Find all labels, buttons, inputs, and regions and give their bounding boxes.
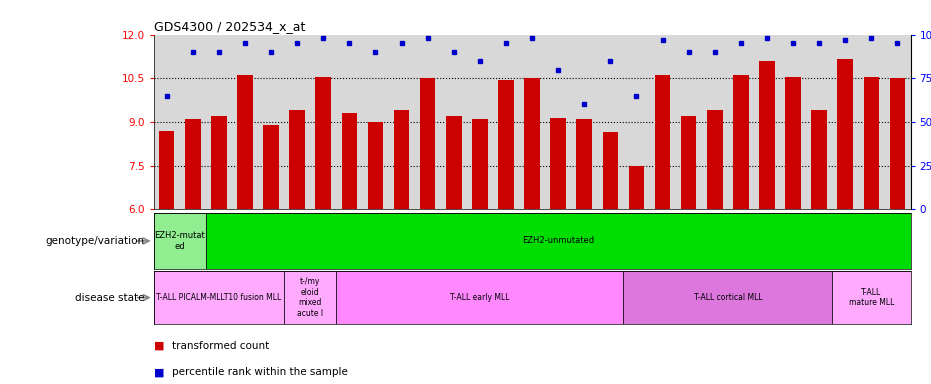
Bar bbox=[780, 35, 806, 209]
Text: disease state: disease state bbox=[74, 293, 144, 303]
Bar bbox=[232, 35, 258, 209]
Bar bbox=[707, 110, 722, 209]
Bar bbox=[650, 35, 676, 209]
Bar bbox=[572, 35, 598, 209]
Bar bbox=[681, 116, 696, 209]
Text: T-ALL cortical MLL: T-ALL cortical MLL bbox=[694, 293, 762, 302]
Bar bbox=[446, 116, 462, 209]
Bar bbox=[316, 77, 331, 209]
Bar bbox=[702, 35, 728, 209]
Bar bbox=[310, 35, 336, 209]
Bar bbox=[811, 110, 827, 209]
Bar bbox=[258, 35, 284, 209]
Bar bbox=[466, 35, 492, 209]
Bar bbox=[154, 35, 180, 209]
Bar bbox=[832, 35, 858, 209]
Text: T-ALL PICALM-MLLT10 fusion MLL: T-ALL PICALM-MLLT10 fusion MLL bbox=[156, 293, 281, 302]
Text: GDS4300 / 202534_x_at: GDS4300 / 202534_x_at bbox=[154, 20, 305, 33]
Bar bbox=[759, 61, 775, 209]
Bar bbox=[159, 131, 174, 209]
Bar bbox=[237, 75, 253, 209]
Bar bbox=[284, 271, 336, 324]
Bar bbox=[440, 35, 466, 209]
Text: T-ALL early MLL: T-ALL early MLL bbox=[450, 293, 509, 302]
Bar bbox=[211, 116, 226, 209]
Bar bbox=[838, 59, 853, 209]
Bar bbox=[676, 35, 702, 209]
Bar bbox=[263, 125, 279, 209]
Text: transformed count: transformed count bbox=[172, 341, 269, 351]
Bar bbox=[524, 78, 540, 209]
Bar bbox=[336, 271, 624, 324]
Text: EZH2-mutat
ed: EZH2-mutat ed bbox=[155, 231, 205, 251]
Text: T-ALL
mature MLL: T-ALL mature MLL bbox=[849, 288, 894, 307]
Bar bbox=[550, 118, 566, 209]
Bar bbox=[576, 119, 592, 209]
Bar bbox=[185, 119, 200, 209]
Bar bbox=[884, 35, 911, 209]
Bar bbox=[519, 35, 546, 209]
Bar bbox=[290, 110, 305, 209]
Bar bbox=[728, 35, 754, 209]
Bar bbox=[154, 271, 284, 324]
Bar bbox=[624, 271, 832, 324]
Text: ■: ■ bbox=[154, 341, 168, 351]
Bar bbox=[492, 35, 519, 209]
Bar bbox=[733, 75, 749, 209]
Text: ■: ■ bbox=[154, 367, 168, 377]
Bar bbox=[546, 35, 572, 209]
Bar bbox=[858, 35, 884, 209]
Bar bbox=[368, 122, 384, 209]
Bar bbox=[388, 35, 414, 209]
Text: percentile rank within the sample: percentile rank within the sample bbox=[172, 367, 348, 377]
Bar bbox=[754, 35, 780, 209]
Bar bbox=[420, 78, 436, 209]
Bar bbox=[624, 35, 650, 209]
Bar bbox=[598, 35, 624, 209]
Bar bbox=[362, 35, 388, 209]
Bar bbox=[832, 271, 911, 324]
Text: genotype/variation: genotype/variation bbox=[46, 236, 144, 246]
Bar bbox=[602, 132, 618, 209]
Bar bbox=[806, 35, 832, 209]
Bar bbox=[890, 78, 905, 209]
Bar bbox=[336, 35, 362, 209]
Bar bbox=[864, 77, 879, 209]
Bar bbox=[154, 213, 206, 269]
Bar bbox=[628, 166, 644, 209]
Bar bbox=[206, 35, 232, 209]
Bar bbox=[472, 119, 488, 209]
Bar bbox=[414, 35, 440, 209]
Text: t-/my
eloid
mixed
acute l: t-/my eloid mixed acute l bbox=[297, 278, 323, 318]
Bar bbox=[180, 35, 206, 209]
Bar bbox=[394, 110, 410, 209]
Bar bbox=[284, 35, 310, 209]
Bar bbox=[342, 113, 358, 209]
Bar bbox=[785, 77, 801, 209]
Bar bbox=[654, 75, 670, 209]
Bar bbox=[498, 80, 514, 209]
Text: EZH2-unmutated: EZH2-unmutated bbox=[522, 237, 594, 245]
